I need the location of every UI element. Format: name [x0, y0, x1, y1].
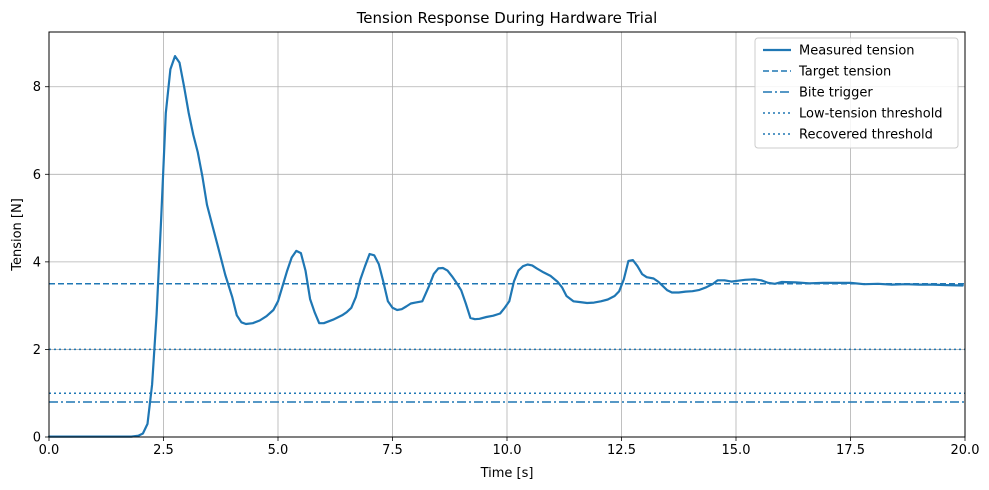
legend-label: Recovered threshold: [799, 128, 933, 143]
y-tick-label: 6: [33, 168, 41, 183]
y-axis-label: Tension [N]: [10, 198, 25, 272]
x-tick-label: 2.5: [153, 443, 174, 458]
axis-ticks: 0.0 2.5 5.0 7.5 10.0 12.5 15.0 17.5 20.0 0 2 4 6 8: [33, 80, 980, 458]
x-tick-label: 20.0: [951, 443, 980, 458]
legend-label: Low-tension threshold: [799, 107, 943, 122]
legend-label: Bite trigger: [799, 86, 873, 101]
x-tick-label: 10.0: [493, 443, 522, 458]
legend-label: Target tension: [798, 65, 891, 80]
x-tick-label: 7.5: [382, 443, 403, 458]
legend: Measured tension Target tension Bite trigg…: [754, 37, 959, 149]
x-tick-label: 12.5: [607, 443, 636, 458]
chart-title: Tension Response During Hardware Trial: [356, 9, 658, 27]
x-tick-label: 15.0: [722, 443, 751, 458]
x-tick-label: 5.0: [268, 443, 289, 458]
y-tick-label: 2: [33, 343, 41, 358]
y-tick-label: 8: [33, 80, 41, 95]
measured-tension-line: [47, 54, 964, 438]
y-tick-label: 0: [33, 431, 41, 446]
x-tick-label: 17.5: [836, 443, 865, 458]
x-tick-label: 0.0: [39, 443, 60, 458]
data-layer: [47, 54, 965, 438]
x-axis-label: Time [s]: [480, 466, 534, 481]
legend-label: Measured tension: [799, 44, 915, 59]
y-tick-label: 4: [33, 255, 41, 270]
legend-box: [754, 37, 959, 149]
